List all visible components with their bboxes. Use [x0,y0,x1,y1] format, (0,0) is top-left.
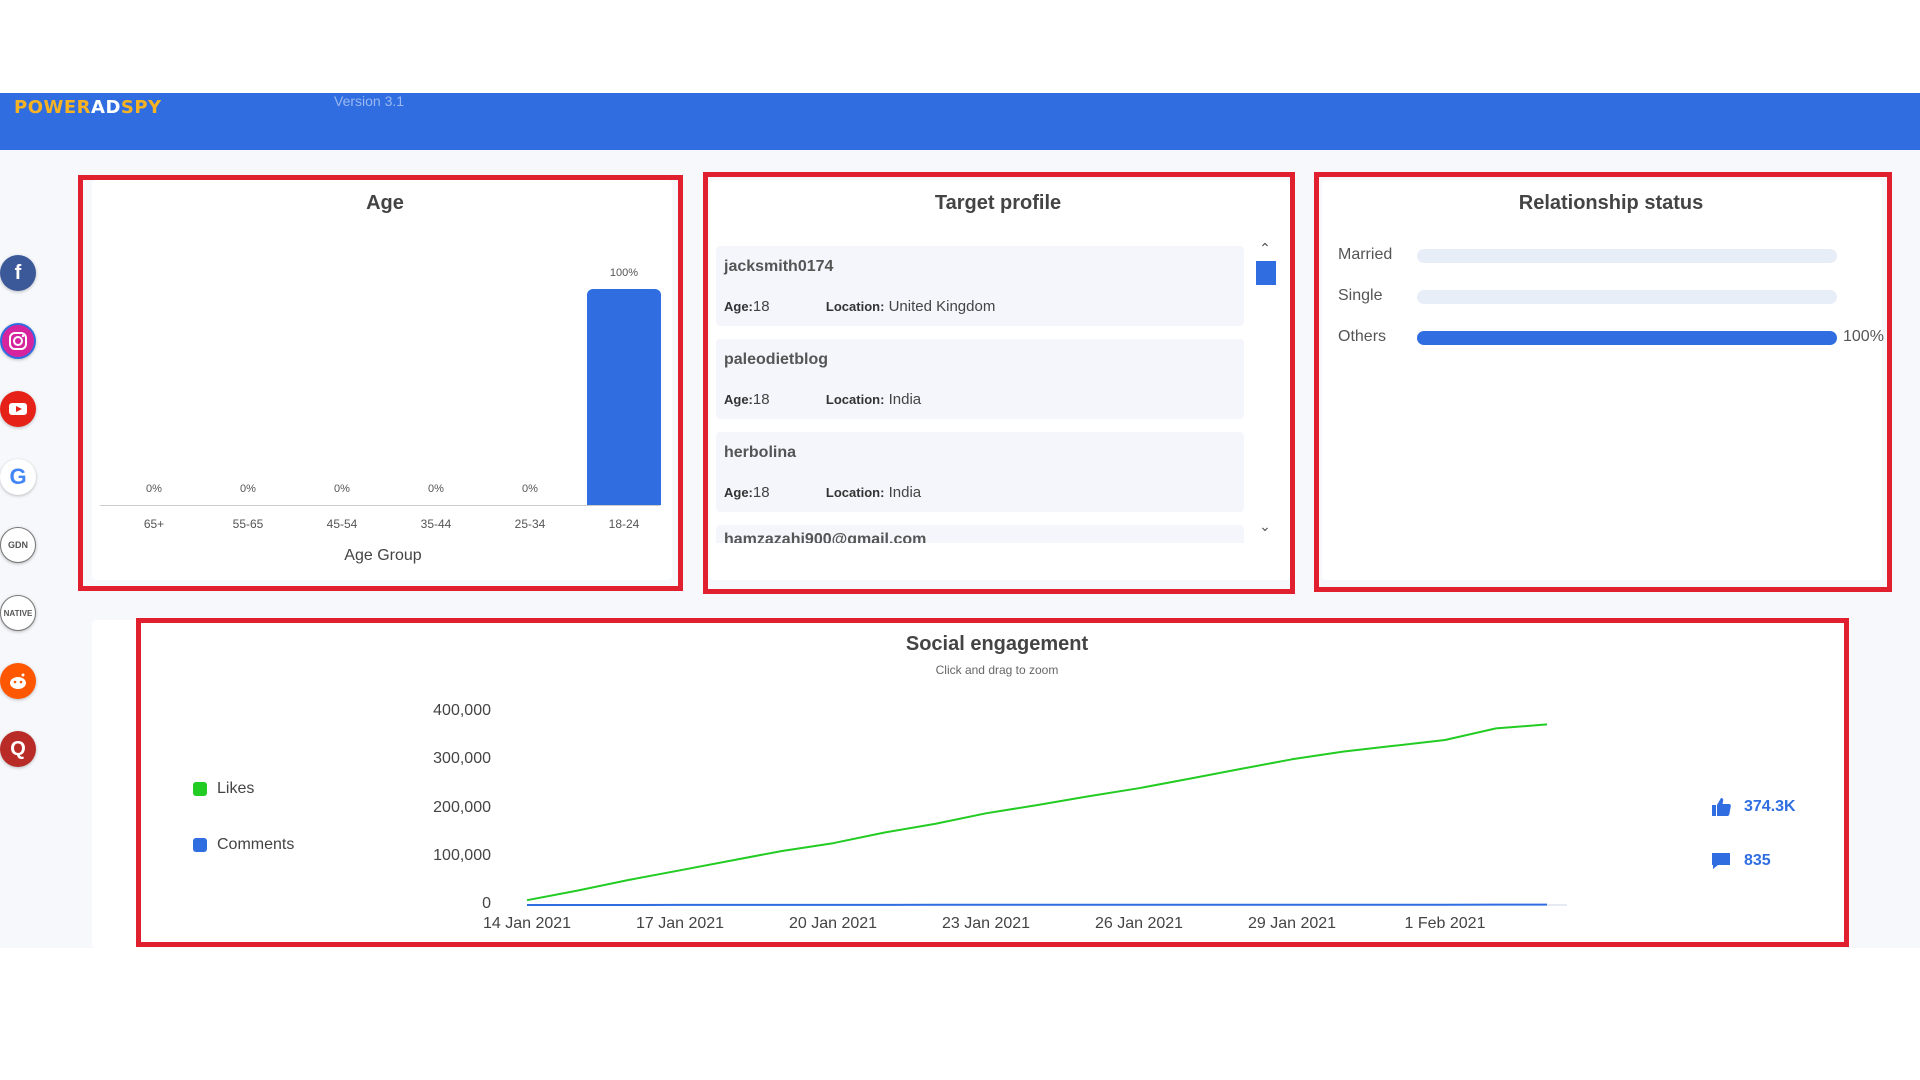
comment-icon [1712,853,1730,869]
location-key: Location: [825,299,885,314]
y-tick-label: 300,000 [433,750,491,768]
age-category-label: 55-65 [232,517,264,531]
profile-name: paleodietblog [724,351,828,368]
rel-track-married [1417,249,1837,263]
age-category-label: 45-54 [326,517,358,531]
y-tick-label: 200,000 [433,798,491,816]
profile-meta: Age:18 Location: India [724,391,921,408]
rel-value-others: 100% [1843,328,1884,345]
logo-part-spy: SPY [120,97,162,118]
age-x-axis-title: Age Group [344,547,422,564]
profile-name: herbolina [724,444,797,461]
target-profile-title: Target profile [934,192,1062,214]
x-tick-label: 26 Jan 2021 [1094,915,1184,932]
thumbs-up-icon [1712,798,1731,816]
scroll-up-icon[interactable]: ⌃ [1259,240,1271,256]
age-key: Age: [724,485,753,500]
likes-stat: 374.3K [1710,796,1796,818]
age-bar-value-label: 0% [334,483,350,495]
social-engagement-title: Social engagement [905,633,1089,655]
profile-name: hamzazahi900@gmail.com [724,531,927,543]
y-tick-label: 100,000 [433,846,491,864]
y-tick-label: 400,000 [433,702,491,719]
profile-location: India [888,391,922,408]
rel-label-married: Married [1338,246,1393,263]
facebook-icon[interactable]: f [0,255,36,291]
location-key: Location: [825,485,885,500]
age-bar[interactable] [587,289,661,505]
rel-track-single [1417,290,1837,304]
app-logo[interactable]: POWERADSPY [14,97,162,118]
logo-part-ad: AD [91,97,121,118]
profile-age: 18 [752,298,770,315]
scroll-thumb[interactable] [1256,261,1276,285]
age-bar-value-label: 100% [609,267,639,279]
age-x-axis [100,505,660,506]
likes-count: 374.3K [1744,798,1796,815]
profile-location: United Kingdom [888,298,996,315]
location-key: Location: [825,392,885,407]
legend-likes[interactable]: Likes [193,780,254,798]
profile-item[interactable]: jacksmith0174 Age:18 Location: United Ki… [716,246,1244,326]
profile-name: jacksmith0174 [724,258,834,275]
x-tick-label: 14 Jan 2021 [482,915,572,932]
legend-swatch-likes [193,782,207,796]
reddit-icon[interactable] [0,663,36,699]
rel-label-others: Others [1338,328,1387,345]
profile-age: 18 [752,484,770,501]
profile-location: India [888,484,922,501]
age-category-label: 18-24 [608,517,640,531]
comments-count: 835 [1744,852,1771,869]
age-category-label: 25-34 [514,517,546,531]
rel-track-others [1417,331,1837,345]
x-tick-label: 29 Jan 2021 [1247,915,1337,932]
age-category-label: 35-44 [420,517,452,531]
comments-stat: 835 [1710,850,1771,872]
profile-meta: Age:18 Location: United Kingdom [724,298,995,315]
age-bar-value-label: 0% [240,483,256,495]
age-key: Age: [724,392,753,407]
rel-label-single: Single [1338,287,1383,304]
profile-scrollbar[interactable]: ⌃ ⌄ [1252,240,1278,540]
legend-label-comments: Comments [217,836,295,853]
version-label: Version 3.1 [334,93,405,109]
google-icon[interactable]: G [0,459,36,495]
x-tick-label: 1 Feb 2021 [1404,915,1486,932]
quora-icon[interactable]: Q [0,731,36,767]
rel-fill-others [1417,331,1837,345]
relationship-card [1322,180,1882,580]
instagram-icon[interactable] [0,323,36,359]
gdn-icon[interactable]: GDN [0,527,36,563]
legend-swatch-comments [193,838,207,852]
age-bar-value-label: 0% [146,483,162,495]
age-card [92,180,672,580]
age-bar-value-label: 0% [522,483,538,495]
profile-item[interactable]: hamzazahi900@gmail.com [716,525,1244,543]
y-tick-label: 0 [482,895,491,912]
relationship-title: Relationship status [1518,192,1704,214]
legend-label-likes: Likes [217,780,255,797]
profile-list[interactable]: jacksmith0174 Age:18 Location: United Ki… [716,243,1246,543]
native-icon[interactable]: NATIVE [0,595,36,631]
zoom-hint: Click and drag to zoom [935,663,1059,677]
age-bar-value-label: 0% [428,483,444,495]
profile-age: 18 [752,391,770,408]
logo-part-power: POWER [14,97,92,118]
age-card-title: Age [366,192,404,214]
profile-item[interactable]: herbolina Age:18 Location: India [716,432,1244,512]
age-category-label: 65+ [143,517,165,531]
x-tick-label: 17 Jan 2021 [635,915,725,932]
age-key: Age: [724,299,753,314]
x-tick-label: 23 Jan 2021 [941,915,1031,932]
top-header-bar [0,93,1920,150]
youtube-icon[interactable] [0,391,36,427]
profile-meta: Age:18 Location: India [724,484,921,501]
profile-item[interactable]: paleodietblog Age:18 Location: India [716,339,1244,419]
scroll-down-icon[interactable]: ⌄ [1259,518,1271,534]
native-icon-label: NATIVE [3,608,33,618]
gdn-icon-label: GDN [8,540,28,550]
legend-comments[interactable]: Comments [193,836,294,854]
x-tick-label: 20 Jan 2021 [788,915,878,932]
